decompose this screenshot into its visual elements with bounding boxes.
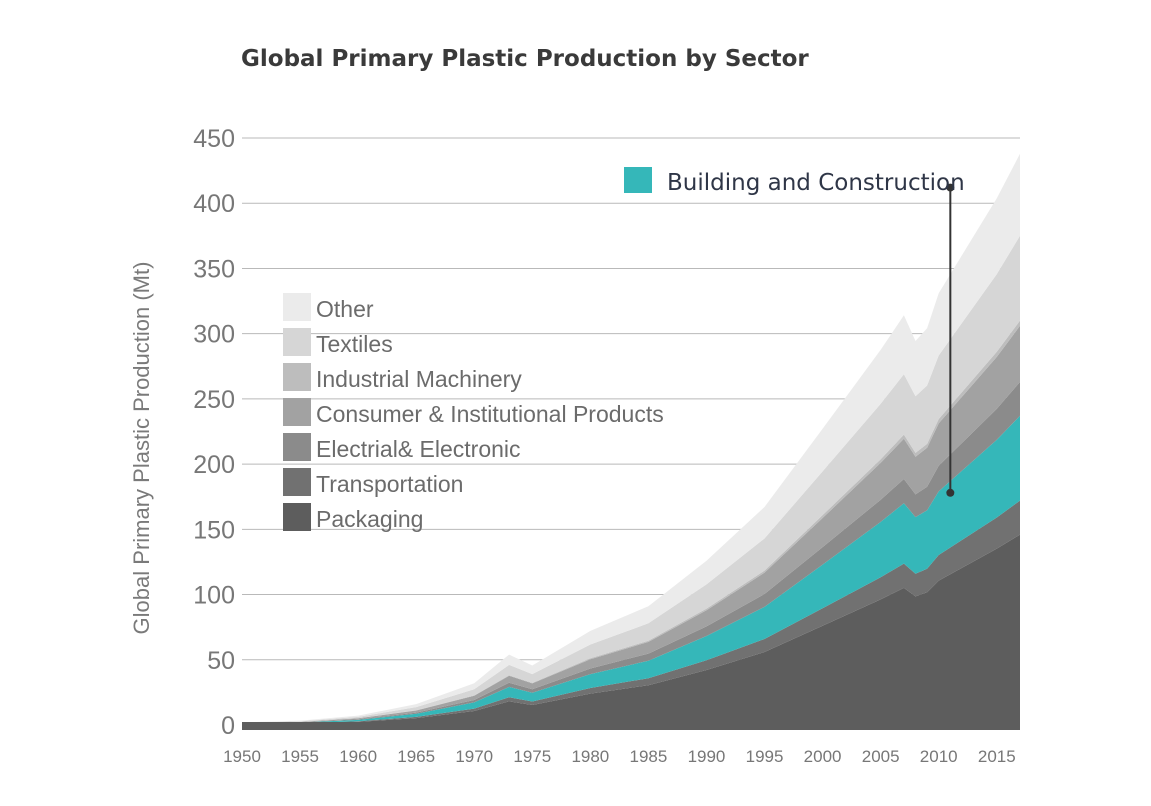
x-tick-label: 2015: [978, 747, 1016, 766]
y-axis-ticks: 0 50 100 150 200 250 300 350 400 450: [193, 125, 235, 740]
y-tick-label: 100: [193, 582, 235, 610]
area-packaging: [242, 534, 1020, 725]
y-tick-label: 0: [221, 712, 235, 740]
x-tick-label: 2000: [804, 747, 842, 766]
area-building-and-construction: [242, 415, 1020, 724]
y-tick-label: 350: [193, 255, 235, 283]
legend-swatch-packaging: [283, 503, 311, 531]
x-tick-label: 2010: [920, 747, 958, 766]
y-tick-label: 250: [193, 386, 235, 414]
legend-swatch-consumer-institutional-products: [283, 398, 311, 426]
x-tick-label: 1975: [513, 747, 551, 766]
legend-label-transportation: Transportation: [316, 471, 463, 497]
legend-swatch-textiles: [283, 328, 311, 356]
x-tick-label: 1960: [339, 747, 377, 766]
x-axis-baseline: [242, 722, 1020, 730]
legend-swatch-electrial-electronic: [283, 433, 311, 461]
x-tick-label: 1995: [746, 747, 784, 766]
y-tick-label: 300: [193, 321, 235, 349]
callout-dot-bottom: [946, 488, 955, 497]
legend-label-textiles: Textiles: [316, 331, 393, 357]
x-tick-label: 2005: [862, 747, 900, 766]
legend: Other Textiles Industrial Machinery Consume…: [283, 293, 664, 532]
x-tick-label: 1955: [281, 747, 319, 766]
x-tick-label: 1980: [571, 747, 609, 766]
callout-swatch: [624, 167, 652, 193]
legend-label-packaging: Packaging: [316, 506, 423, 532]
y-tick-label: 400: [193, 190, 235, 218]
chart-title: Global Primary Plastic Production by Sec…: [241, 46, 809, 72]
legend-label-electrial-electronic: Electrial& Electronic: [316, 436, 521, 462]
y-tick-label: 50: [207, 647, 235, 675]
callout-dot-top: [946, 183, 955, 192]
legend-swatch-transportation: [283, 468, 311, 496]
x-tick-label: 1950: [223, 747, 261, 766]
legend-label-consumer-institutional-products: Consumer & Institutional Products: [316, 401, 664, 427]
y-tick-label: 450: [193, 125, 235, 153]
callout-label: Building and Construction: [667, 170, 965, 196]
grid-lines: [242, 137, 1020, 661]
x-tick-label: 1965: [397, 747, 435, 766]
stacked-areas: [242, 153, 1020, 725]
x-tick-label: 1985: [630, 747, 668, 766]
y-tick-label: 200: [193, 451, 235, 479]
legend-label-industrial-machinery: Industrial Machinery: [316, 366, 522, 392]
x-axis-ticks: 1950 1955 1960 1965 1970 1975 1980 1985 1990 1995…: [223, 747, 1016, 766]
callout-annotation: Building and Construction: [624, 167, 965, 497]
legend-swatch-industrial-machinery: [283, 363, 311, 391]
y-axis-label: Global Primary Plastic Production (Mt): [129, 262, 154, 635]
y-tick-label: 150: [193, 516, 235, 544]
legend-swatch-other: [283, 293, 311, 321]
x-tick-label: 1990: [688, 747, 726, 766]
legend-label-other: Other: [316, 296, 374, 322]
x-tick-label: 1970: [455, 747, 493, 766]
